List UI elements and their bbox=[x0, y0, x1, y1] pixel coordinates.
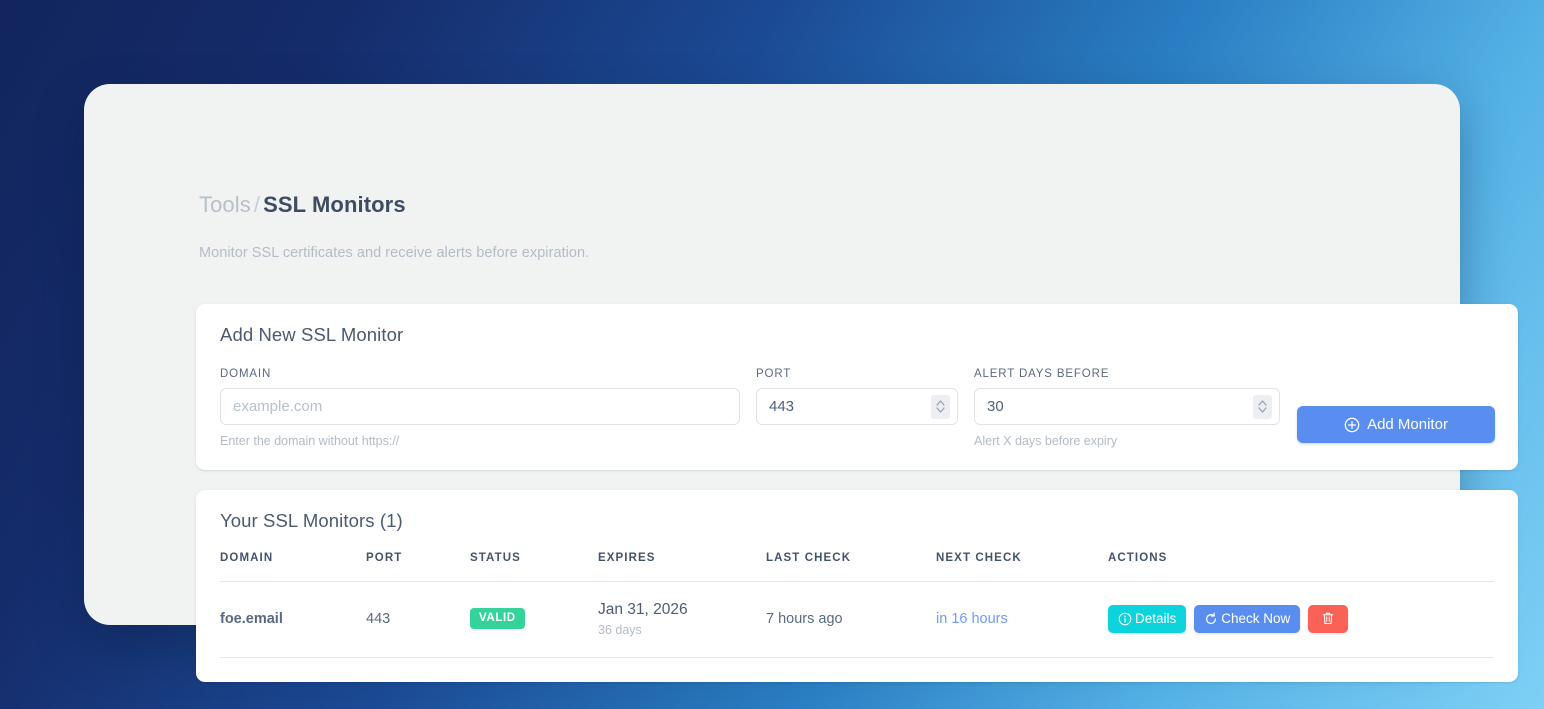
chevron-up-icon bbox=[936, 400, 945, 406]
column-header-actions: ACTIONS bbox=[1108, 552, 1494, 582]
expiry-date: Jan 31, 2026 bbox=[598, 601, 688, 618]
field-port: PORT bbox=[756, 368, 958, 425]
add-monitor-card-title: Add New SSL Monitor bbox=[220, 324, 404, 345]
column-header-expires[interactable]: EXPIRES bbox=[598, 552, 766, 582]
port-label: PORT bbox=[756, 368, 792, 380]
add-monitor-button[interactable]: Add Monitor bbox=[1297, 406, 1495, 443]
alert-days-label: ALERT DAYS BEFORE bbox=[974, 368, 1110, 380]
table-row: foe.email 443 VALID Jan 31, 2026 36 days… bbox=[220, 581, 1494, 659]
row-actions: Details Check Now bbox=[1108, 604, 1494, 633]
alert-days-hint: Alert X days before expiry bbox=[974, 434, 1118, 448]
trash-icon bbox=[1323, 612, 1334, 625]
domain-input[interactable] bbox=[220, 388, 740, 425]
cell-port: 443 bbox=[366, 581, 470, 659]
field-domain: DOMAIN Enter the domain without https:// bbox=[220, 368, 740, 448]
delete-button[interactable] bbox=[1308, 604, 1349, 633]
page-subtitle: Monitor SSL certificates and receive ale… bbox=[199, 245, 590, 261]
breadcrumb-separator: / bbox=[253, 192, 261, 217]
column-header-domain[interactable]: DOMAIN bbox=[220, 552, 366, 582]
chevron-down-icon bbox=[936, 407, 945, 413]
monitors-table: DOMAIN PORT STATUS EXPIRES LAST CHECK NE… bbox=[220, 552, 1494, 659]
refresh-icon bbox=[1206, 612, 1217, 624]
cell-next-check: in 16 hours bbox=[936, 581, 1108, 659]
status-badge: VALID bbox=[470, 607, 525, 630]
details-button-label: Details bbox=[1135, 611, 1177, 627]
plus-circle-icon bbox=[1344, 417, 1360, 432]
expiry-relative: 36 days bbox=[598, 623, 642, 638]
alert-days-input[interactable] bbox=[974, 388, 1280, 425]
breadcrumb-parent[interactable]: Tools bbox=[199, 192, 251, 217]
alert-days-stepper[interactable] bbox=[1253, 394, 1272, 419]
cell-expires: Jan 31, 2026 36 days bbox=[598, 581, 766, 659]
add-monitor-button-label: Add Monitor bbox=[1367, 416, 1448, 433]
domain-label: DOMAIN bbox=[220, 368, 272, 380]
cell-domain: foe.email bbox=[220, 581, 366, 659]
check-now-button[interactable]: Check Now bbox=[1194, 604, 1301, 633]
column-header-last-check[interactable]: LAST CHECK bbox=[766, 552, 936, 582]
breadcrumb: Tools / SSL Monitors bbox=[199, 192, 406, 218]
details-button[interactable]: Details bbox=[1108, 604, 1187, 633]
monitors-list-card: Your SSL Monitors (1) DOMAIN PORT STATUS… bbox=[196, 490, 1518, 682]
monitors-list-title: Your SSL Monitors (1) bbox=[220, 510, 403, 531]
port-input[interactable] bbox=[756, 388, 958, 425]
next-check-value: in 16 hours bbox=[936, 610, 1008, 627]
check-now-button-label: Check Now bbox=[1221, 611, 1291, 627]
table-header-row: DOMAIN PORT STATUS EXPIRES LAST CHECK NE… bbox=[220, 552, 1494, 582]
add-monitor-card: Add New SSL Monitor DOMAIN Enter the dom… bbox=[196, 304, 1518, 470]
page-title: SSL Monitors bbox=[263, 192, 406, 217]
field-alert-days: ALERT DAYS BEFORE Alert X days before ex… bbox=[974, 368, 1280, 448]
domain-hint: Enter the domain without https:// bbox=[220, 434, 400, 448]
column-header-next-check[interactable]: NEXT CHECK bbox=[936, 552, 1108, 582]
chevron-up-icon bbox=[1258, 400, 1267, 406]
cell-last-check: 7 hours ago bbox=[766, 581, 936, 659]
info-circle-icon bbox=[1118, 612, 1132, 625]
app-panel: Tools / SSL Monitors Monitor SSL certifica… bbox=[84, 84, 1518, 682]
cell-status: VALID bbox=[470, 581, 598, 659]
column-header-port[interactable]: PORT bbox=[366, 552, 470, 582]
chevron-down-icon bbox=[1258, 407, 1267, 413]
cell-actions: Details Check Now bbox=[1108, 581, 1494, 659]
column-header-status[interactable]: STATUS bbox=[470, 552, 598, 582]
port-stepper[interactable] bbox=[931, 394, 950, 419]
